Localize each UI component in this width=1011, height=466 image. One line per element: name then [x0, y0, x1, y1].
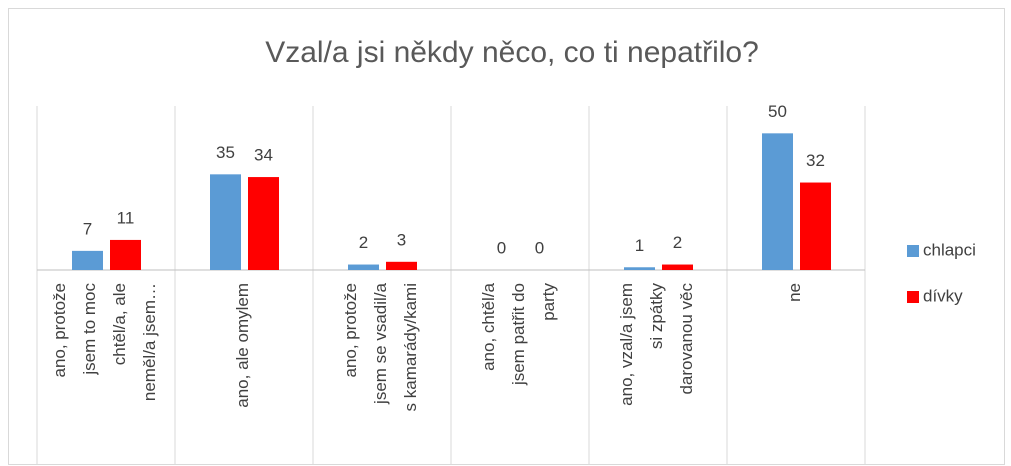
bar: [248, 177, 279, 270]
x-tick-label: ano, protože jsem se vsadil/a s kamarády/k…: [341, 282, 420, 411]
x-tick-label: ano, ale omylem: [233, 283, 252, 408]
value-label: 2: [359, 233, 368, 252]
value-label: 2: [673, 233, 682, 252]
legend-swatch: [907, 245, 919, 257]
legend-label: chlapci: [923, 240, 976, 259]
value-label: 7: [83, 219, 92, 238]
bar: [624, 267, 655, 270]
legend-swatch: [907, 291, 919, 303]
value-label: 50: [768, 102, 787, 121]
legend-label: dívky: [923, 286, 963, 305]
bar: [210, 174, 241, 270]
value-label: 0: [497, 238, 506, 257]
bar: [72, 250, 103, 270]
bar: [800, 182, 831, 270]
x-tick-label: ano, protože jsem to moc chtěl/a, ale neměl…: [50, 283, 159, 402]
value-label: 0: [535, 238, 544, 257]
value-label: 32: [806, 151, 825, 170]
bar: [110, 239, 141, 270]
x-tick-label: ano, vzal/a jsem si zpátky darovanou věc: [617, 283, 696, 406]
bar: [348, 264, 379, 270]
value-label: 35: [216, 143, 235, 162]
bar: [662, 264, 693, 270]
value-label: 3: [397, 230, 406, 249]
value-label: 1: [635, 236, 644, 255]
x-tick-label: ne: [785, 283, 804, 302]
x-tick-label: ano, chtěl/a jsem patřit do party: [479, 282, 558, 386]
value-label: 34: [254, 146, 273, 165]
chart-title: Vzal/a jsi někdy něco, co ti nepatřilo?: [265, 36, 759, 69]
bar: [386, 261, 417, 270]
value-label: 11: [117, 208, 135, 227]
bar: [762, 133, 793, 270]
